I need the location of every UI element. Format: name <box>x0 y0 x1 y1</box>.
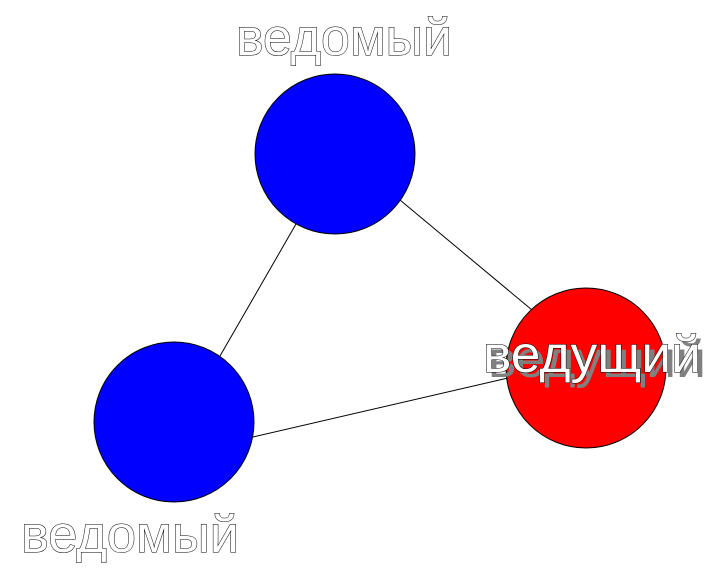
follower-node-bottom <box>93 341 255 503</box>
follower-node-top <box>254 73 416 235</box>
leader-label-shadow: ведущий <box>488 331 706 389</box>
follower-bottom-label: ведомый <box>21 506 239 564</box>
leader-node <box>505 287 667 449</box>
edge-bottom-leader <box>252 377 509 438</box>
follower-top-label: ведомый <box>236 9 452 67</box>
edge-top-leader <box>399 199 533 311</box>
edge-top-bottom <box>219 223 297 357</box>
leader-label: ведущий <box>483 326 701 384</box>
